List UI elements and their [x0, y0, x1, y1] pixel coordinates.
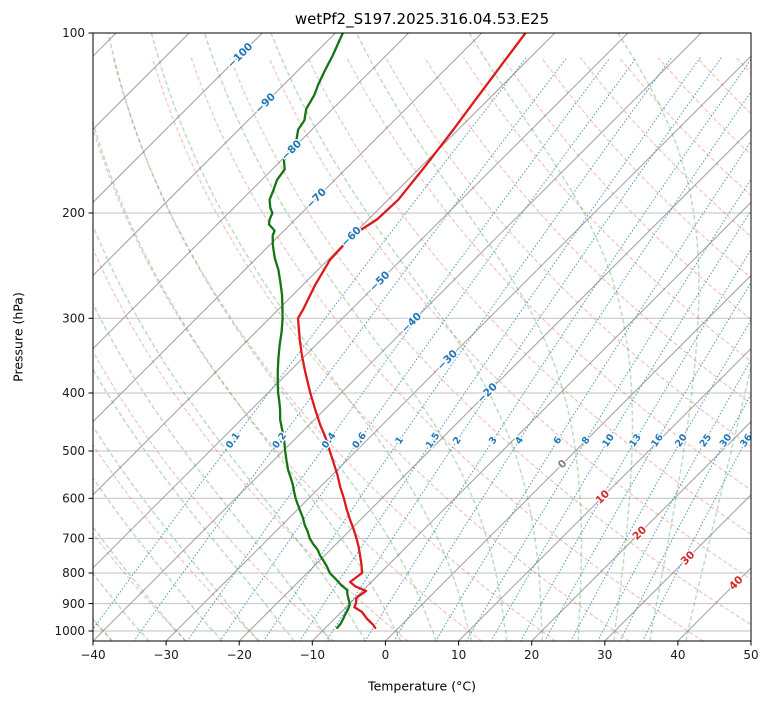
isotherm-line — [458, 347, 751, 641]
x-tick-label: −30 — [153, 648, 178, 662]
x-tick-label: 30 — [597, 648, 612, 662]
y-tick-label: 300 — [62, 312, 85, 326]
dry-adiabat-line — [268, 57, 751, 580]
x-tick-label: 0 — [382, 648, 390, 662]
isotherm-line — [93, 33, 483, 423]
x-axis-label: Temperature (°C) — [368, 678, 476, 694]
y-tick-label: 700 — [62, 532, 85, 546]
plot-area — [93, 33, 751, 641]
dry-adiabat-line — [502, 57, 751, 321]
moist-adiabat-line — [150, 33, 473, 641]
mixing-ratio-line — [619, 393, 751, 641]
isotherm-line — [93, 33, 702, 641]
moist-adiabat-line — [93, 477, 223, 641]
y-axis-label: Pressure (hPa) — [10, 292, 26, 382]
mixing-ratio-line — [93, 57, 527, 630]
chart-title: wetPf2_S197.2025.316.04.53.E25 — [294, 10, 550, 28]
mixing-ratio-line — [570, 318, 751, 641]
dry-adiabat-line — [93, 443, 261, 641]
isotherm-line — [93, 33, 336, 277]
dry-adiabat-line — [112, 57, 556, 641]
y-tick-label: 400 — [62, 386, 85, 400]
dry-adiabat-line — [229, 57, 751, 626]
dry-adiabat-line — [93, 127, 483, 641]
mixing-ratio-line — [520, 248, 751, 641]
dry-adiabat-line — [190, 57, 704, 641]
isotherm-line — [531, 420, 751, 641]
isotherm-line — [93, 33, 629, 569]
moist-adiabat-line — [270, 33, 544, 641]
dry-adiabat-line — [93, 247, 409, 641]
moist-adiabat-line — [355, 33, 583, 641]
mixing-ratio-line — [490, 209, 751, 641]
y-tick-label: 900 — [62, 597, 85, 611]
isotherm-line — [93, 33, 263, 204]
x-tick-label: −20 — [227, 648, 252, 662]
isotherm-line — [238, 128, 751, 641]
dewpoint-curve — [267, 33, 351, 630]
mixing-ratio-line — [435, 140, 751, 641]
temperature-curve — [296, 33, 527, 630]
axis-ticks: −40 −30 −20 −10 0 10 20 30 40 50 100 200 300 400 500 60… — [54, 26, 758, 662]
dry-adiabat-line — [93, 350, 335, 641]
isotherm-line — [604, 494, 751, 641]
isotherm-line — [93, 33, 556, 496]
moist-adiabat-line — [685, 363, 751, 641]
mixing-ratio-line — [393, 90, 751, 641]
moist-adiabat-line — [107, 33, 437, 641]
y-tick-label: 200 — [62, 206, 85, 220]
x-tick-label: 20 — [524, 648, 539, 662]
mixing-ratio-line — [299, 57, 701, 641]
mixing-ratio-line — [219, 57, 637, 641]
moist-adiabat-line — [93, 302, 331, 641]
mixing-ratio-line — [186, 57, 611, 641]
moist-adiabat-line — [93, 424, 259, 641]
mixing-ratio-line — [325, 57, 722, 641]
y-tick-label: 500 — [62, 444, 85, 458]
dry-adiabat-line — [346, 57, 751, 491]
moist-adiabat-line — [93, 120, 402, 641]
y-tick-label: 600 — [62, 492, 85, 506]
x-tick-label: 10 — [451, 648, 466, 662]
mixing-ratio-line — [597, 358, 751, 641]
mixing-ratio-line — [543, 281, 751, 641]
y-tick-label: 100 — [62, 26, 85, 40]
x-tick-label: −10 — [300, 648, 325, 662]
plot-border — [92, 32, 752, 642]
y-tick-label: 1000 — [54, 624, 85, 638]
mixing-ratio-line — [133, 57, 568, 641]
isotherm-line — [93, 33, 409, 350]
isotherm-line — [165, 55, 751, 641]
x-tick-label: 50 — [743, 648, 758, 662]
mixing-ratio-line — [465, 178, 751, 641]
y-tick-label: 800 — [62, 566, 85, 580]
x-tick-label: −40 — [80, 648, 105, 662]
moist-adiabat-line — [93, 367, 295, 641]
dry-adiabat-line — [151, 57, 630, 641]
isotherm-line — [384, 274, 751, 641]
dry-adiabat-line — [463, 57, 751, 363]
moist-adiabat-line — [93, 224, 366, 641]
isotherm-line — [311, 201, 751, 641]
moist-adiabat-line — [617, 33, 700, 641]
x-tick-label: 40 — [670, 648, 685, 662]
